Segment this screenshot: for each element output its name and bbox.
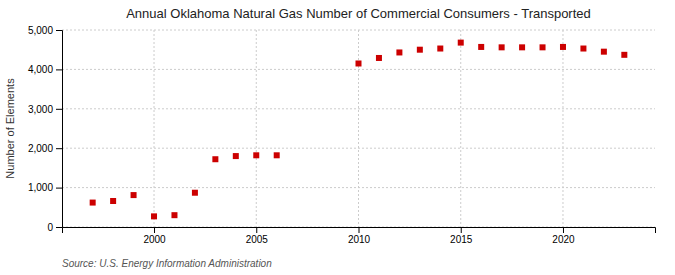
point <box>417 47 423 53</box>
point <box>621 52 627 58</box>
x-tick-label: 2015 <box>450 234 473 245</box>
x-tick-label: 2010 <box>348 234 371 245</box>
point <box>540 44 546 50</box>
grid-line-y <box>62 69 655 70</box>
grid-line-y <box>62 30 655 31</box>
x-tick: 2010 <box>348 227 371 245</box>
grid-line-x <box>358 30 359 227</box>
point <box>233 153 239 159</box>
point <box>171 212 177 218</box>
x-tick-mark <box>154 227 155 233</box>
y-tick-mark <box>56 109 62 110</box>
point <box>437 46 443 52</box>
y-axis-title: Number of Elements <box>4 78 16 179</box>
y-tick-label: 3,000 <box>28 104 53 115</box>
x-tick: 2020 <box>552 227 575 245</box>
x-tick-mark <box>563 227 564 233</box>
grid-line-y <box>62 108 655 109</box>
point <box>601 49 607 55</box>
point <box>560 44 566 50</box>
x-axis: 2000 2005 2010 2015 2020 <box>63 227 656 245</box>
point <box>212 156 218 162</box>
source-note: Source: U.S. Energy Information Administ… <box>62 258 272 269</box>
x-tick-mark <box>359 227 360 233</box>
y-tick-label: 4,000 <box>28 64 53 75</box>
point <box>478 44 484 50</box>
point <box>90 200 96 206</box>
x-tick-mark <box>461 227 462 233</box>
y-axis-line <box>56 31 63 228</box>
x-tick: 2000 <box>143 227 166 245</box>
point <box>396 49 402 55</box>
point <box>580 46 586 52</box>
point <box>253 152 259 158</box>
grid-line-x <box>460 30 461 227</box>
x-axis-line <box>63 228 656 234</box>
grid-line-x <box>256 30 257 227</box>
x-tick-label: 2005 <box>246 234 269 245</box>
y-tick: 1,000 <box>28 182 62 193</box>
y-tick: 4,000 <box>28 64 62 75</box>
grid-line-x <box>562 30 563 227</box>
point <box>274 152 280 158</box>
y-tick-mark <box>56 227 62 228</box>
x-tick-label: 2020 <box>552 234 575 245</box>
point <box>131 192 137 198</box>
y-tick-label: 5,000 <box>28 25 53 36</box>
y-tick-label: 2,000 <box>28 143 53 154</box>
plot-area: 2000 2005 2010 2015 2020 0 1,000 2,000 3,000 4,00… <box>28 25 656 245</box>
point <box>376 55 382 61</box>
y-tick: 0 <box>47 222 62 233</box>
point <box>519 44 525 50</box>
x-tick: 2005 <box>246 227 269 245</box>
x-tick-label: 2000 <box>143 234 166 245</box>
point <box>110 198 116 204</box>
chart-svg: 2000 2005 2010 2015 2020 0 1,000 2,000 3,000 4,00… <box>0 0 675 275</box>
x-tick: 2015 <box>450 227 473 245</box>
y-tick-mark <box>56 148 62 149</box>
grid-line-y <box>62 187 655 188</box>
chart-container: 2000 2005 2010 2015 2020 0 1,000 2,000 3,000 4,00… <box>0 0 675 275</box>
y-tick: 3,000 <box>28 104 62 115</box>
grid <box>62 30 655 227</box>
y-axis: 0 1,000 2,000 3,000 4,000 5,000 <box>28 25 63 233</box>
point <box>499 44 505 50</box>
y-tick: 5,000 <box>28 25 62 36</box>
y-tick-mark <box>56 188 62 189</box>
point <box>192 190 198 196</box>
y-tick-mark <box>56 30 62 31</box>
y-tick-label: 1,000 <box>28 182 53 193</box>
x-tick-mark <box>256 227 257 233</box>
title: Annual Oklahoma Natural Gas Number of Co… <box>126 6 591 21</box>
grid-line-x <box>154 30 155 227</box>
y-tick-mark <box>56 69 62 70</box>
point <box>458 40 464 46</box>
y-tick: 2,000 <box>28 143 62 154</box>
grid-line-y <box>62 148 655 149</box>
point <box>356 60 362 66</box>
y-tick-label: 0 <box>47 222 53 233</box>
point <box>151 213 157 219</box>
points <box>90 40 628 220</box>
